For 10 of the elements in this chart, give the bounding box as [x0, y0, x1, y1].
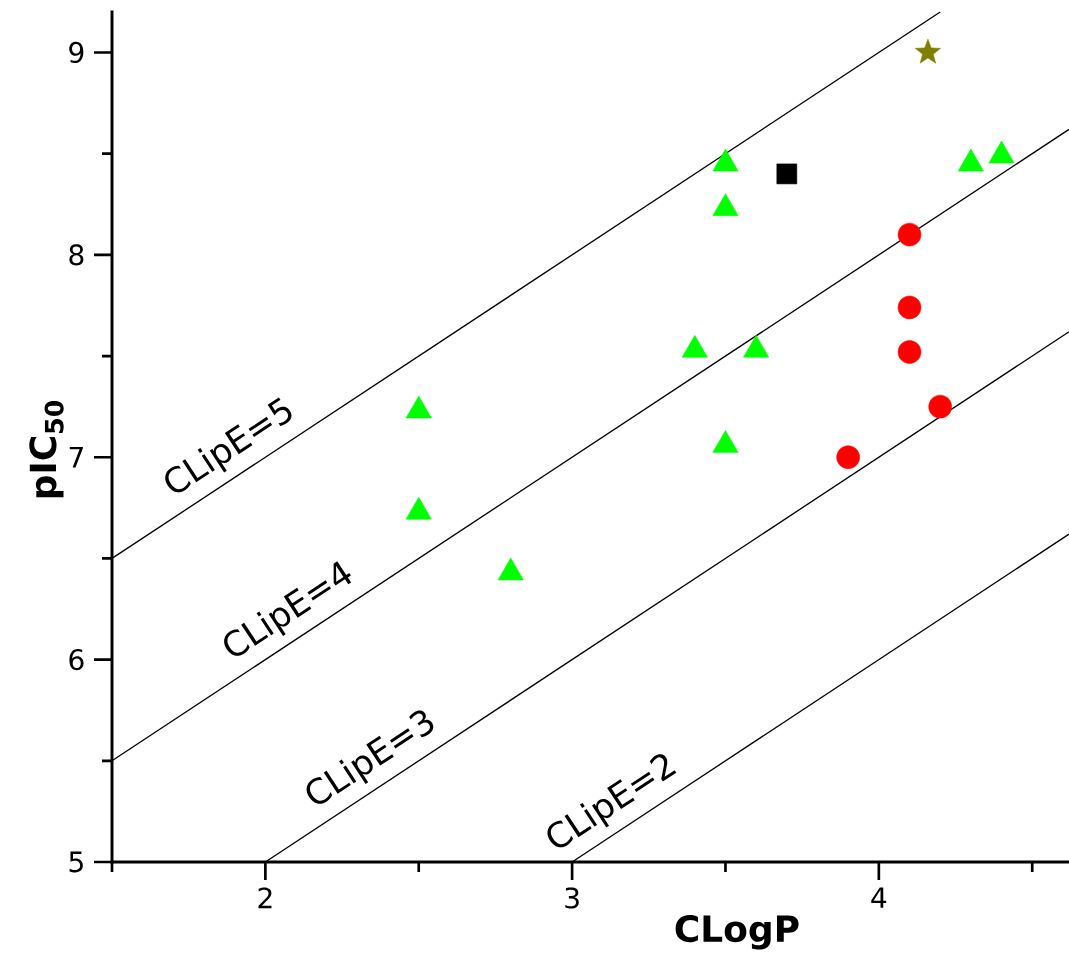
x-tick-label: 2 — [258, 887, 272, 909]
x-tick-label: 4 — [871, 887, 887, 908]
y-tick-label: 6 — [69, 649, 84, 671]
y-tick-label: 5 — [69, 851, 83, 873]
x-tick-label: 3 — [565, 887, 579, 909]
x-axis-title: CLogP — [675, 915, 799, 950]
y-axis-title: pIC$_{50}$ — [29, 400, 64, 498]
y-tick-label: 8 — [69, 244, 84, 266]
y-tick-label: 9 — [69, 41, 84, 64]
y-tick-label: 7 — [69, 447, 83, 468]
